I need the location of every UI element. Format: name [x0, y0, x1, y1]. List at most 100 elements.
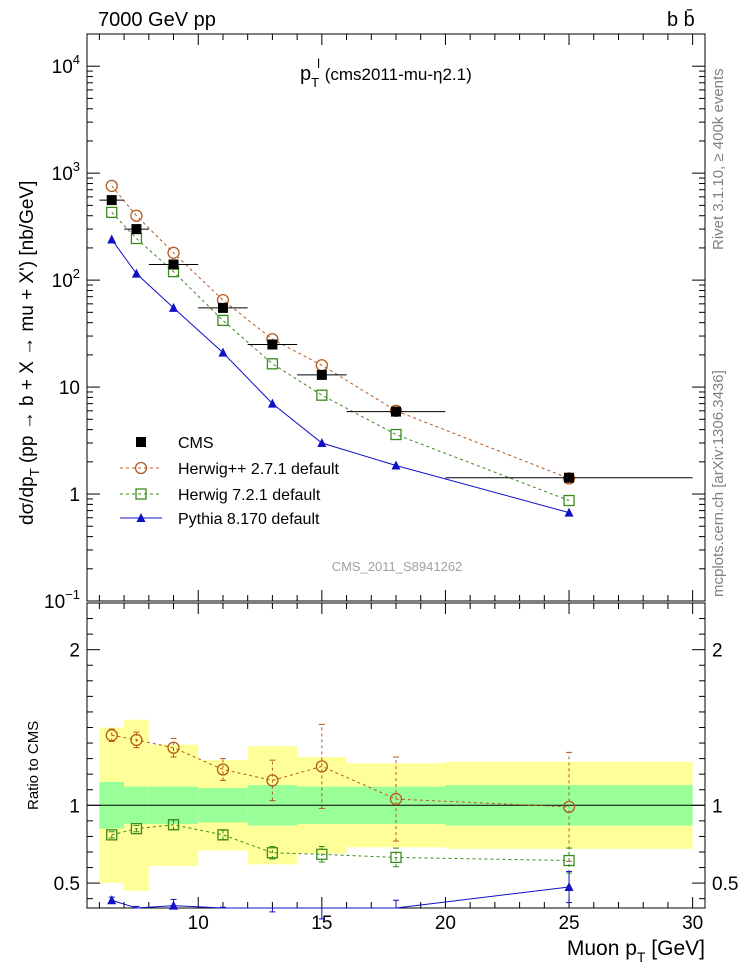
- ratio-point: [167, 741, 180, 754]
- x-tick-label: 15: [311, 913, 332, 934]
- ratio-point: [316, 848, 328, 860]
- data-point: [105, 179, 118, 193]
- chart-title: pTl (cms2011-mu-η2.1): [300, 56, 472, 90]
- y-axis-label: dσ/dpT (pp → b + X → mu + X') [nb/GeV]: [17, 181, 42, 525]
- chart-title-sub: T: [311, 75, 319, 90]
- data-point: [131, 224, 142, 235]
- legend-marker: [136, 437, 146, 447]
- y-tick-label: 104: [52, 52, 80, 78]
- legend-marker: [135, 488, 147, 500]
- data-point: [563, 494, 575, 507]
- chart-title-rest: (cms2011-mu-η2.1): [320, 65, 472, 84]
- ratio-point: [390, 851, 402, 864]
- ratio-point: [130, 733, 143, 747]
- data-point: [169, 302, 179, 312]
- ratio-point: [564, 881, 574, 891]
- ratio-series-herwig-7-2-1-default: [106, 819, 575, 874]
- ratio-line: [111, 734, 570, 808]
- ratio-tick-label-right: 2: [712, 641, 723, 662]
- ratio-tick-label: 0.5: [54, 874, 80, 895]
- data-point: [218, 347, 228, 357]
- x-tick-label: 25: [558, 913, 579, 934]
- ratio-point: [130, 822, 143, 835]
- ratio-point: [107, 895, 117, 905]
- legend: CMS Herwig++ 2.7.1 default Herwig 7.2.1 de…: [120, 435, 340, 528]
- data-point: [106, 206, 118, 219]
- chart-title-sup: l: [317, 56, 320, 71]
- ratio-tick-label-right: 1: [712, 796, 723, 817]
- ratio-point: [266, 774, 279, 787]
- legend-item: CMS: [136, 435, 214, 452]
- data-point: [316, 369, 327, 380]
- legend-label: CMS: [178, 435, 214, 452]
- watermark: CMS_2011_S8941262: [332, 559, 463, 574]
- legend-item: Herwig 7.2.1 default: [120, 487, 321, 504]
- x-tick-label: 20: [435, 913, 456, 934]
- series-pythia-8-170-default: [107, 234, 574, 517]
- x-tick-label: 30: [682, 913, 703, 934]
- data-point: [217, 302, 228, 313]
- legend-label: Pythia 8.170 default: [178, 511, 320, 528]
- axis-ticks: 10 15 20 25 30 10−1 1 10 102 103 104 0.5 0.5 1 1 2 2: [44, 33, 738, 934]
- x-axis-label-sub: T: [637, 949, 646, 965]
- ratio-point: [169, 900, 179, 910]
- legend-item: Herwig++ 2.7.1 default: [120, 461, 340, 478]
- chart-title-main: p: [300, 63, 311, 85]
- ratio-line: [111, 824, 570, 862]
- data-point: [167, 246, 180, 259]
- ratio-point: [216, 763, 230, 776]
- series-herwig-2-7-1-default: [105, 179, 576, 485]
- data-point: [316, 389, 328, 401]
- legend-label: Herwig 7.2.1 default: [178, 487, 321, 504]
- y-tick-label: 10: [59, 378, 80, 399]
- data-point: [564, 507, 574, 517]
- x-axis-label-main: Muon p: [567, 937, 637, 960]
- ratio-line: [111, 886, 570, 909]
- data-series: [99, 179, 693, 920]
- series-line: [111, 212, 570, 501]
- data-point: [390, 428, 402, 441]
- ratio-series-pythia-8-170-default: [107, 870, 574, 920]
- data-point: [106, 195, 117, 206]
- ratio-tick-label: 1: [69, 796, 80, 817]
- series-herwig-7-2-1-default: [106, 206, 575, 507]
- y-axis-label-a: dσ/dp: [17, 476, 38, 525]
- x-tick-label: 10: [188, 913, 209, 934]
- ratio-point: [167, 819, 180, 831]
- legend-marker: [134, 461, 148, 475]
- series-cms: [99, 195, 693, 483]
- x-axis-label-rest: [GeV]: [645, 937, 705, 960]
- header-right: b b̄: [667, 8, 695, 31]
- data-point: [266, 358, 279, 370]
- ratio-point: [105, 729, 118, 742]
- ratio-axis-label: Ratio to CMS: [25, 721, 42, 810]
- ratio-point: [315, 760, 328, 773]
- data-point: [391, 460, 401, 470]
- data-point: [391, 406, 401, 417]
- ratio-point: [266, 847, 279, 859]
- data-point: [130, 209, 143, 222]
- data-point: [564, 472, 575, 483]
- data-point: [217, 314, 229, 327]
- legend-item: Pythia 8.170 default: [120, 511, 320, 528]
- side-label-mcplots: mcplots.cern.ch [arXiv:1306.3436]: [710, 370, 727, 597]
- x-axis-label: Muon pT [GeV]: [567, 937, 705, 965]
- ratio-point: [389, 792, 403, 806]
- legend-label: Herwig++ 2.7.1 default: [178, 461, 340, 478]
- data-point: [267, 339, 278, 350]
- series-line: [111, 239, 570, 514]
- ratio-point: [562, 800, 576, 814]
- y-tick-label: 103: [52, 159, 80, 185]
- data-point: [317, 438, 327, 448]
- data-point: [131, 268, 141, 278]
- ratio-point: [106, 829, 118, 841]
- ratio-series-herwig-2-7-1-default: [105, 723, 576, 862]
- legend-marker: [136, 513, 146, 522]
- y-tick-label: 10−1: [44, 587, 80, 613]
- y-axis-label-sub: T: [27, 468, 42, 476]
- y-tick-label: 1: [69, 485, 80, 506]
- data-point: [267, 398, 277, 408]
- header-left: 7000 GeV pp: [98, 9, 216, 31]
- ratio-tick-label: 2: [69, 641, 80, 662]
